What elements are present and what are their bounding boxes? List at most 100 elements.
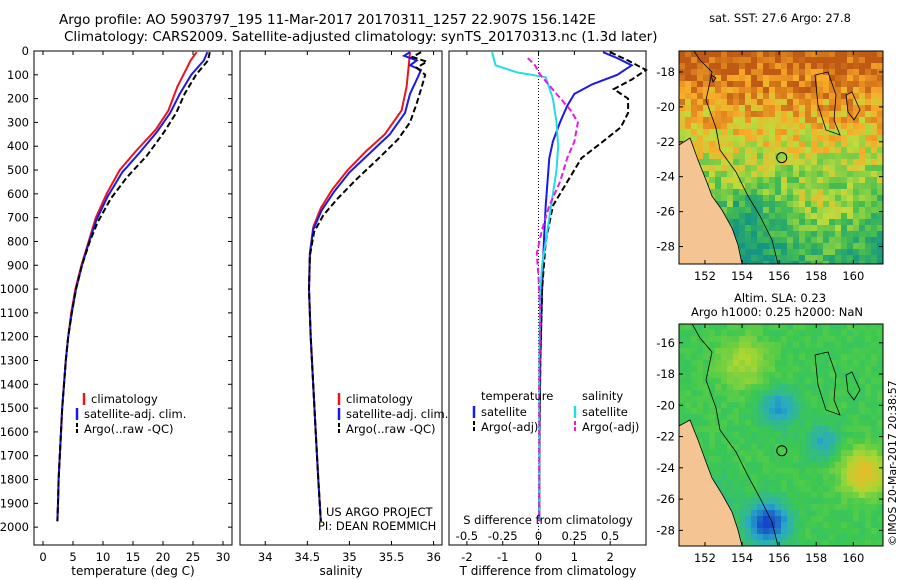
sla-cell <box>763 444 770 451</box>
sla-cell <box>805 414 812 421</box>
sst-cell <box>835 153 842 160</box>
sla-cell <box>871 426 878 433</box>
sst-cell <box>757 99 764 106</box>
sla-cell <box>739 360 746 367</box>
sst-cell <box>793 225 800 232</box>
sla-cell <box>823 510 830 517</box>
sla-cell <box>757 474 764 481</box>
sst-cell <box>817 123 824 130</box>
sst-cell <box>787 117 794 124</box>
sla-cell <box>787 342 794 349</box>
sst-cell <box>745 69 752 76</box>
sst-cell <box>745 201 752 208</box>
sla-cell <box>877 420 883 427</box>
sla-cell <box>799 330 806 337</box>
sla-cell <box>835 342 842 349</box>
sla-cell <box>721 492 728 499</box>
sst-cell <box>745 57 752 64</box>
sla-cell <box>853 498 860 505</box>
sst-cell <box>757 129 764 136</box>
sla-cell <box>817 384 824 391</box>
sla-cell <box>745 354 752 361</box>
sst-cell <box>733 135 740 142</box>
sst-cell <box>847 207 854 214</box>
sla-cell <box>871 402 878 409</box>
sla-cell <box>805 498 812 505</box>
sla-cell <box>703 384 710 391</box>
sla-cell <box>781 540 788 546</box>
sla-cell <box>769 378 776 385</box>
sst-cell <box>799 135 806 142</box>
sla-cell <box>745 492 752 499</box>
sst-cell <box>859 129 866 136</box>
sst-cell <box>877 201 883 208</box>
sla-cell <box>817 414 824 421</box>
sla-cell <box>847 510 854 517</box>
sla-cell <box>799 450 806 457</box>
sst-cell <box>757 219 764 226</box>
sla-cell <box>793 534 800 541</box>
sst-cell <box>835 105 842 112</box>
sla-cell <box>715 390 722 397</box>
sla-cell <box>805 468 812 475</box>
sst-cell <box>763 117 770 124</box>
sst-cell <box>793 159 800 166</box>
sla-cell <box>835 534 842 541</box>
sst-lat-ticks: -18-20-22-24-26-28 <box>656 65 883 254</box>
sla-cell <box>787 366 794 373</box>
sla-cell <box>721 378 728 385</box>
sla-cell <box>871 372 878 379</box>
sst-cell <box>811 165 818 172</box>
sst-cell <box>775 159 782 166</box>
sst-cell <box>757 183 764 190</box>
sst-cell <box>853 129 860 136</box>
sla-cell <box>799 414 806 421</box>
sst-cell <box>709 57 716 64</box>
sst-cell <box>853 171 860 178</box>
sla-cell <box>823 474 830 481</box>
sla-cell <box>679 420 686 427</box>
sla-cell <box>733 480 740 487</box>
sst-cell <box>775 111 782 118</box>
sst-cell <box>859 207 866 214</box>
sla-cell <box>865 528 872 535</box>
sla-cell <box>835 486 842 493</box>
sst-cell <box>679 87 686 94</box>
sla-cell <box>799 324 806 331</box>
sst-cell <box>739 183 746 190</box>
sst-cell <box>823 63 830 70</box>
sla-cell <box>853 348 860 355</box>
sst-cell <box>733 159 740 166</box>
sst-cell <box>805 135 812 142</box>
sla-cell <box>793 336 800 343</box>
sla-cell <box>757 360 764 367</box>
sla-cell <box>829 330 836 337</box>
salinity-x-ticks: 34 34.5 35 35.5 36 <box>258 51 441 564</box>
sla-cell <box>781 342 788 349</box>
sst-cell <box>871 81 878 88</box>
sla-cell <box>739 504 746 511</box>
sst-cell <box>829 225 836 232</box>
sst-cell <box>727 117 734 124</box>
sst-cell <box>841 51 848 58</box>
sla-cell <box>811 414 818 421</box>
sst-cell <box>847 249 854 256</box>
sst-cell <box>763 213 770 220</box>
sst-cell <box>757 231 764 238</box>
sla-cell <box>709 450 716 457</box>
sst-cell <box>817 249 824 256</box>
sst-cell <box>805 171 812 178</box>
sst-cell <box>763 147 770 154</box>
sst-cell <box>817 207 824 214</box>
sst-cell <box>709 99 716 106</box>
sla-cell <box>829 462 836 469</box>
sst-cell <box>787 261 794 264</box>
sst-cell <box>859 81 866 88</box>
sla-cell <box>811 426 818 433</box>
sst-cell <box>769 93 776 100</box>
sst-cell <box>727 57 734 64</box>
sla-cell <box>817 402 824 409</box>
sst-cell <box>835 147 842 154</box>
diff-s-tick-label: 0.25 <box>562 529 588 543</box>
sla-cell <box>679 414 686 421</box>
